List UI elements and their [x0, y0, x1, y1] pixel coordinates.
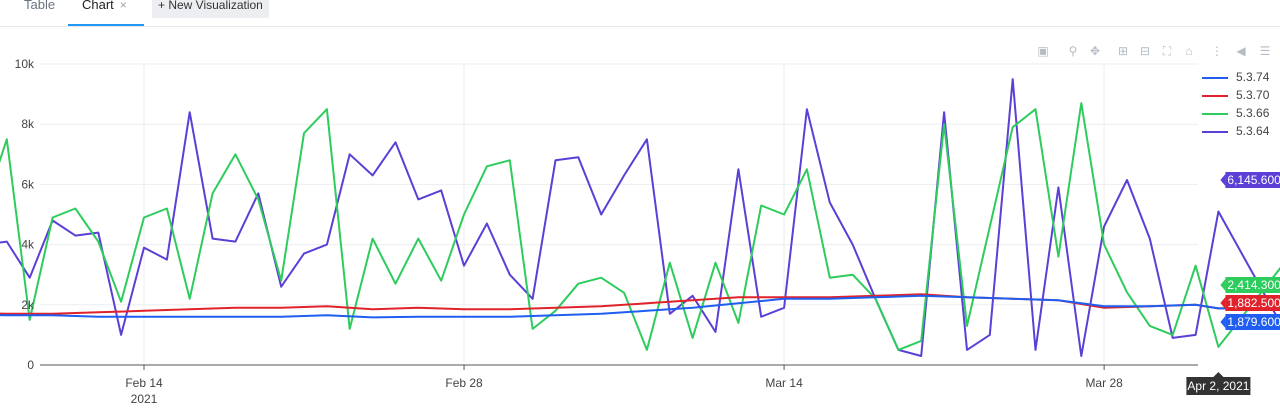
hover-closest-icon[interactable]: ◀	[1236, 44, 1246, 58]
legend-item[interactable]: 5.3.74	[1200, 70, 1280, 88]
close-icon[interactable]: ×	[119, 0, 127, 12]
grid	[40, 63, 1198, 365]
series-line-5-3-64	[0, 78, 1280, 357]
camera-icon[interactable]: ▣	[1037, 44, 1049, 58]
hover-tooltips: 6,145.600005.3.642,414.300005.3.661,882.…	[1186, 172, 1280, 395]
y-tick-label: 8k	[21, 117, 35, 131]
zoom-out-icon[interactable]: ⊟	[1139, 44, 1151, 58]
hover-box	[1225, 314, 1280, 330]
x-tick-label: Mar 14	[765, 376, 803, 390]
x-tick-label: Mar 28	[1085, 376, 1123, 390]
x-tick-label: Feb 28	[445, 376, 483, 390]
series-line-5-3-70	[0, 293, 1280, 315]
hover-value: 6,145.60000	[1227, 173, 1280, 187]
tab-chart-label: Chart	[82, 0, 114, 12]
active-tab-indicator	[68, 24, 144, 26]
tab-bar: Table Chart × + New Visualization	[0, 0, 1280, 27]
hover-date-box	[1186, 377, 1251, 395]
autoscale-icon[interactable]: ⛶	[1162, 44, 1172, 58]
hover-value: 1,882.50000	[1227, 296, 1280, 310]
legend-label: 5.3.66	[1236, 106, 1270, 120]
legend-swatch	[1202, 77, 1228, 79]
legend-swatch	[1202, 131, 1228, 133]
legend-item[interactable]: 5.3.64	[1200, 124, 1280, 142]
zoom-icon[interactable]: ⚲	[1068, 44, 1078, 58]
legend-label: 5.3.64	[1236, 124, 1270, 138]
tab-chart[interactable]: Chart ×	[82, 0, 127, 12]
hover-pointer	[1220, 316, 1226, 328]
pan-icon[interactable]: ✥	[1089, 44, 1101, 58]
hover-compare-icon[interactable]: ☰	[1259, 44, 1271, 58]
legend-swatch	[1202, 95, 1228, 97]
legend-item[interactable]: 5.3.70	[1200, 88, 1280, 106]
series-lines	[0, 78, 1280, 357]
hover-date-pointer	[1213, 372, 1224, 377]
legend-label: 5.3.74	[1236, 70, 1270, 84]
new-visualization-button[interactable]: + New Visualization	[152, 0, 269, 18]
hover-date-label: Apr 2, 2021	[1187, 379, 1249, 393]
x-tick-label: Feb 14	[125, 376, 163, 390]
hover-box	[1225, 295, 1280, 311]
x-year-label: 2021	[131, 392, 158, 406]
y-tick-label: 0	[27, 358, 34, 372]
legend-label: 5.3.70	[1236, 88, 1270, 102]
y-tick-label: 2k	[21, 298, 35, 312]
zoom-in-icon[interactable]: ⊞	[1117, 44, 1129, 58]
hover-box	[1225, 277, 1280, 293]
spike-lines-icon[interactable]: ⋮	[1211, 44, 1223, 58]
hover-box	[1225, 172, 1280, 188]
legend-swatch	[1202, 113, 1228, 115]
tab-table[interactable]: Table	[24, 0, 56, 12]
hover-pointer	[1220, 297, 1226, 309]
y-tick-label: 10k	[15, 57, 35, 71]
hover-value: 2,414.30000	[1227, 278, 1280, 292]
hover-pointer	[1220, 174, 1226, 186]
legend-item[interactable]: 5.3.66	[1200, 106, 1280, 124]
hover-value: 1,879.60000	[1227, 315, 1280, 329]
series-line-5-3-74	[0, 294, 1280, 319]
y-tick-label: 6k	[21, 177, 35, 191]
series-line-5-3-66	[0, 102, 1280, 351]
y-tick-label: 4k	[21, 238, 35, 252]
home-icon[interactable]: ⌂	[1185, 44, 1193, 58]
hover-pointer	[1220, 279, 1226, 291]
